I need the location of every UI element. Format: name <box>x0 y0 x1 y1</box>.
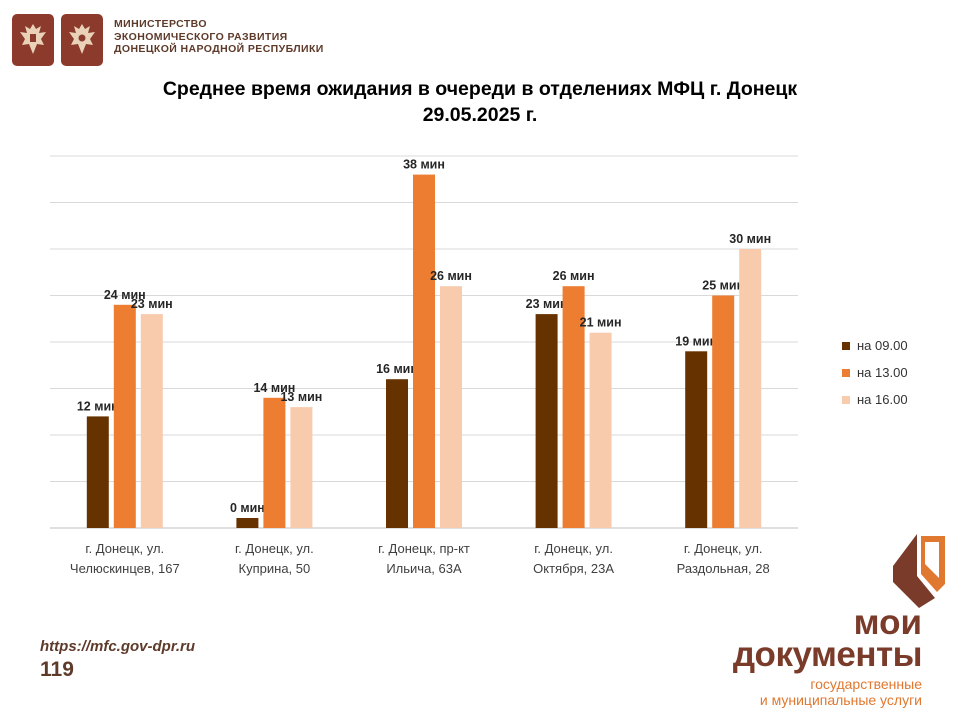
category-label: Челюскинцев, 167 <box>70 561 180 576</box>
chart-legend: на 09.00 на 13.00 на 16.00 <box>842 332 908 413</box>
data-label: 38 мин <box>403 158 445 172</box>
brand-subtitle: государственные и муниципальные услуги <box>760 676 922 708</box>
category-label: Октября, 23А <box>533 561 614 576</box>
brand-line-2: документы <box>732 635 923 674</box>
page-number: 119 <box>40 658 74 681</box>
legend-label-0900: на 09.00 <box>857 338 908 353</box>
bar <box>685 351 708 528</box>
chart-title-line-1: Среднее время ожидания в очереди в отдел… <box>162 78 798 100</box>
bar <box>739 249 762 528</box>
coat-of-arms-russia-icon <box>12 14 54 66</box>
brand-subtitle-line-2: и муниципальные услуги <box>759 692 922 708</box>
data-label: 24 мин <box>104 288 146 302</box>
data-label: 26 мин <box>430 269 472 283</box>
data-label: 0 мин <box>230 501 265 515</box>
data-label: 30 мин <box>729 232 771 246</box>
bar <box>712 295 735 528</box>
ministry-line-2: ЭКОНОМИЧЕСКОГО РАЗВИТИЯ <box>114 30 288 43</box>
chart-title: Среднее время ожидания в очереди в отдел… <box>0 76 960 128</box>
bar <box>86 416 109 528</box>
data-label: 23 мин <box>526 297 568 311</box>
bar <box>589 332 612 528</box>
category-label: Куприна, 50 <box>239 561 311 576</box>
category-label: г. Донецк, пр-кт <box>378 541 470 556</box>
bar <box>236 518 259 528</box>
legend-item-1600: на 16.00 <box>842 386 908 413</box>
legend-label-1300: на 13.00 <box>857 365 908 380</box>
ministry-name: МИНИСТЕРСТВО ЭКОНОМИЧЕСКОГО РАЗВИТИЯ ДОН… <box>114 18 324 56</box>
chart-title-line-2: 29.05.2025 г. <box>422 104 538 126</box>
ministry-line-3: ДОНЕЦКОЙ НАРОДНОЙ РЕСПУБЛИКИ <box>114 43 324 55</box>
bar <box>140 314 163 528</box>
brand-subtitle-line-1: государственные <box>810 676 922 692</box>
legend-label-1600: на 16.00 <box>857 392 908 407</box>
brand-line-1: мои <box>853 603 922 642</box>
data-label: 21 мин <box>580 316 622 330</box>
data-label: 12 мин <box>77 399 119 413</box>
website-link[interactable]: https://mfc.gov-dpr.ru <box>40 638 195 655</box>
category-label: Ильича, 63А <box>386 561 462 576</box>
legend-swatch-0900 <box>842 341 850 350</box>
category-label: г. Донецк, ул. <box>534 541 613 556</box>
legend-item-1300: на 13.00 <box>842 359 908 386</box>
data-label: 16 мин <box>376 362 418 376</box>
bar <box>440 286 462 528</box>
legend-item-0900: на 09.00 <box>842 332 908 359</box>
bar <box>113 304 136 528</box>
bar <box>263 397 286 528</box>
bar <box>290 407 313 528</box>
data-label: 14 мин <box>253 381 295 395</box>
legend-swatch-1600 <box>842 395 850 404</box>
bar <box>562 286 585 528</box>
header: МИНИСТЕРСТВО ЭКОНОМИЧЕСКОГО РАЗВИТИЯ ДОН… <box>12 14 324 70</box>
ministry-line-1: МИНИСТЕРСТВО <box>114 18 207 30</box>
category-label: г. Донецк, ул. <box>235 541 314 556</box>
moi-dokumenty-logo-icon <box>893 534 945 608</box>
bar <box>386 379 408 528</box>
coat-of-arms-dpr-icon <box>61 14 103 66</box>
data-label: 13 мин <box>280 390 322 404</box>
category-label: г. Донецк, ул. <box>684 541 763 556</box>
data-label: 25 мин <box>702 279 744 293</box>
legend-swatch-1300 <box>842 368 850 377</box>
category-label: г. Донецк, ул. <box>85 541 164 556</box>
bar <box>535 314 558 528</box>
category-label: Раздольная, 28 <box>677 561 770 576</box>
data-label: 26 мин <box>553 269 595 283</box>
bar <box>413 174 435 528</box>
data-label: 23 мин <box>131 297 173 311</box>
data-label: 19 мин <box>675 334 717 348</box>
